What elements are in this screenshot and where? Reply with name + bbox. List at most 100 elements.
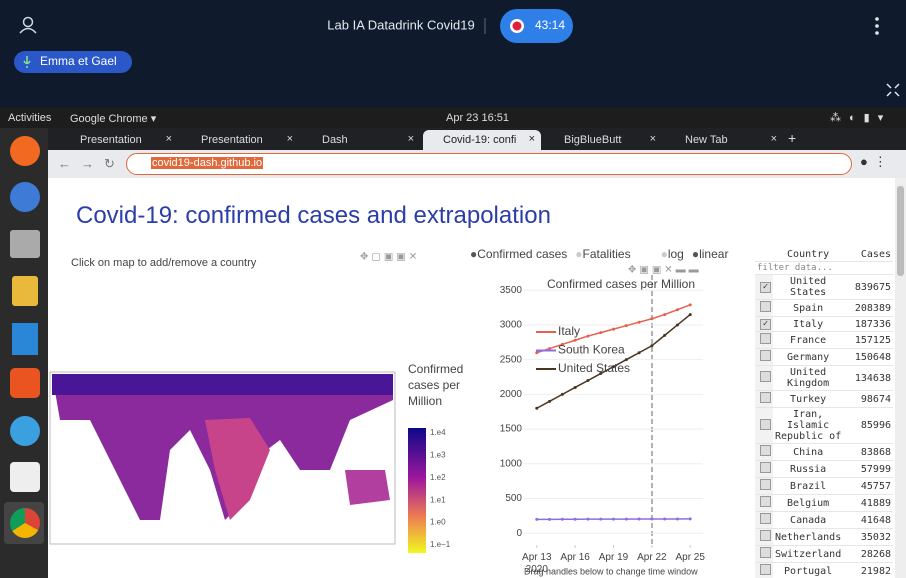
tab-close[interactable]: × — [528, 133, 535, 145]
user-icon[interactable] — [19, 16, 37, 34]
nav-buttons[interactable]: ←→↻ — [58, 156, 125, 171]
column-header[interactable]: Cases — [843, 248, 893, 262]
radio-label: Confirmed cases — [477, 247, 568, 261]
music-icon[interactable] — [12, 276, 38, 306]
radio-option[interactable]: ●linear — [692, 247, 729, 261]
legend-label: Italy — [558, 324, 580, 338]
point — [663, 333, 667, 337]
dock — [0, 128, 48, 578]
table-row: Iran, Islamic Republic of 85996 — [755, 407, 893, 444]
files-icon[interactable] — [10, 230, 40, 258]
checkbox[interactable] — [760, 547, 771, 558]
radio-option[interactable]: ●Confirmed cases — [470, 247, 567, 261]
activities[interactable]: Activities — [8, 112, 52, 124]
mic-icon — [23, 56, 31, 68]
tab[interactable]: New Tab × — [665, 130, 783, 150]
cases-cell: 839675 — [843, 274, 893, 300]
checkbox[interactable] — [760, 392, 771, 403]
menu-button[interactable] — [875, 17, 879, 35]
checkbox[interactable] — [760, 530, 771, 541]
checkbox[interactable] — [760, 418, 771, 430]
firefox-icon[interactable] — [10, 136, 40, 166]
help-icon[interactable] — [10, 416, 40, 446]
checkbox[interactable] — [760, 479, 771, 490]
tab-close[interactable]: × — [770, 133, 777, 145]
country-cell: Iran, Islamic Republic of — [773, 407, 844, 444]
map — [49, 371, 396, 545]
fullscreen-icon[interactable] — [886, 83, 900, 97]
new-tab[interactable]: + — [788, 130, 797, 146]
timer: 43:14 — [535, 18, 565, 32]
checkbox[interactable] — [760, 350, 771, 361]
checkbox[interactable]: ✓ — [760, 282, 771, 293]
url-field[interactable]: covid19-dash.github.io — [126, 153, 852, 175]
point — [650, 344, 654, 348]
record-button[interactable] — [500, 9, 573, 43]
checkbox-cell — [755, 528, 773, 546]
country-cell: Spain — [773, 299, 844, 317]
checkbox[interactable] — [760, 564, 771, 575]
table-row: Turkey 98674 — [755, 390, 893, 408]
tab-close[interactable]: × — [649, 133, 656, 145]
table-row: Canada 41648 — [755, 511, 893, 529]
map-modebar[interactable]: ✥▢▣▣✕ — [360, 252, 420, 263]
colorbar-tick: 1.e2 — [430, 473, 446, 482]
scrollbar[interactable] — [895, 178, 906, 578]
filter-cell[interactable]: filter data... — [755, 261, 893, 275]
table-row: China 83868 — [755, 443, 893, 461]
x-tick-label: Apr 16 — [560, 552, 590, 563]
checkbox[interactable] — [760, 445, 771, 456]
radio-option[interactable]: ●Fatalities — [575, 247, 630, 261]
cases-cell: 35032 — [843, 528, 893, 546]
profile-buttons[interactable]: ●⋮ — [860, 154, 893, 169]
tab[interactable]: Presentation × — [60, 130, 178, 150]
writer-icon[interactable] — [12, 323, 38, 355]
table-row: Brazil 45757 — [755, 477, 893, 495]
checkbox[interactable] — [760, 462, 771, 473]
cases-cell: 41648 — [843, 511, 893, 529]
cases-cell: 45757 — [843, 477, 893, 495]
chart-modebar[interactable]: ✥▣▣✕▬▬ — [628, 265, 702, 276]
country-cell: Russia — [773, 460, 844, 478]
point — [586, 517, 590, 521]
checkbox[interactable] — [760, 333, 771, 344]
radio-option[interactable]: ●log — [661, 247, 684, 261]
point — [650, 317, 654, 321]
cases-cell: 187336 — [843, 316, 893, 332]
colorbar-tick: 1.e3 — [430, 451, 446, 460]
checkbox[interactable] — [760, 513, 771, 524]
tray-icons[interactable]: ⁂◐▮▾ — [830, 112, 892, 124]
map-africa — [205, 418, 270, 520]
tab[interactable]: Dash × — [302, 130, 420, 150]
software-icon[interactable] — [10, 368, 40, 398]
cases-cell: 83868 — [843, 443, 893, 461]
tab[interactable]: Presentation × — [181, 130, 299, 150]
point — [535, 517, 539, 521]
checkbox[interactable] — [760, 371, 771, 382]
cases-cell: 28268 — [843, 545, 893, 563]
table-row: ✓ United States 839675 — [755, 274, 893, 300]
tab-close[interactable]: × — [286, 133, 293, 145]
tab-close[interactable]: × — [165, 133, 172, 145]
x-tick-label: Apr 13 2020 — [522, 552, 552, 575]
tab[interactable]: Covid-19: confi × — [423, 130, 541, 150]
point — [560, 392, 564, 396]
checkbox[interactable]: ✓ — [760, 319, 771, 330]
point — [599, 331, 603, 335]
checkbox[interactable] — [760, 301, 771, 312]
checkbox-cell — [755, 443, 773, 461]
app-menu[interactable]: Google Chrome ▾ — [70, 113, 157, 125]
tab-close[interactable]: × — [407, 133, 414, 145]
amazon-icon[interactable] — [10, 462, 40, 492]
tab[interactable]: BigBlueButt × — [544, 130, 662, 150]
system-bar: Activities Google Chrome ▾ Apr 23 16:51 … — [0, 108, 906, 128]
checkbox[interactable] — [760, 496, 771, 507]
header-row: Country Cases — [755, 248, 893, 262]
radio-dot: ● — [575, 247, 583, 261]
tab-title: New Tab — [685, 134, 728, 146]
chrome-icon[interactable] — [10, 508, 40, 538]
mail-icon[interactable] — [10, 182, 40, 212]
point — [548, 347, 552, 351]
checkbox-cell — [755, 477, 773, 495]
column-header[interactable]: Country — [773, 248, 844, 262]
